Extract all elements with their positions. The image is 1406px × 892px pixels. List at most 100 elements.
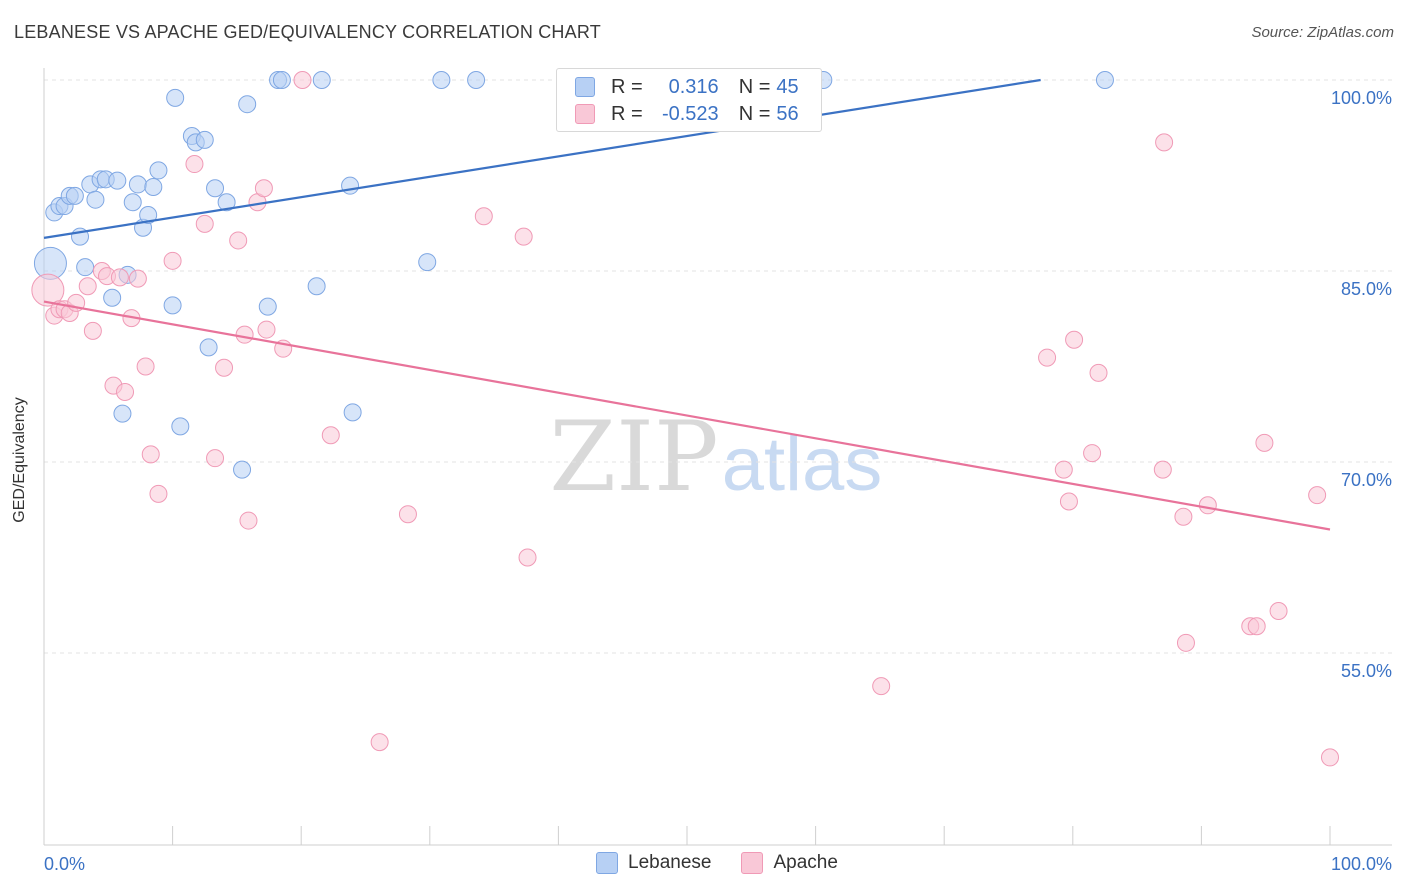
apache-legend-label: Apache [773, 852, 838, 873]
apache-point [1083, 444, 1102, 463]
apache-point [1174, 507, 1193, 526]
lebanese-point [432, 71, 451, 89]
n-label: N = [738, 75, 771, 98]
apache-point [1176, 633, 1195, 652]
lebanese-point [171, 417, 190, 436]
apache-swatch [575, 104, 595, 124]
lebanese-point [86, 190, 105, 209]
n-value: 56 [776, 102, 799, 125]
apache-point [1059, 492, 1078, 511]
lebanese-point [103, 288, 122, 307]
lebanese-point [113, 404, 132, 423]
apache-legend-swatch [741, 852, 764, 874]
lebanese-point [238, 95, 257, 114]
apache-point [163, 251, 182, 270]
correlation-legend: R = 0.316 N = 45 R = -0.523 N = 56 [556, 68, 822, 132]
lebanese-point [108, 171, 127, 190]
source-label: Source: ZipAtlas.com [1251, 24, 1394, 41]
lebanese-point [272, 71, 291, 89]
lebanese-point [195, 130, 214, 149]
apache-point [1054, 460, 1073, 479]
series-legend: Lebanese Apache [596, 852, 868, 874]
lebanese-points [33, 71, 1114, 479]
apache-point [518, 548, 537, 567]
lebanese-point [139, 205, 158, 224]
apache-point [872, 677, 891, 696]
lebanese-point [467, 71, 486, 89]
apache-point [254, 179, 273, 198]
x-tick-label-min: 0.0% [44, 854, 85, 874]
apache-point [239, 511, 258, 530]
series-legend-apache[interactable]: Apache [741, 852, 838, 874]
axes [43, 68, 1392, 846]
lebanese-point [258, 297, 277, 316]
lebanese-point [65, 186, 84, 205]
apache-point [1269, 601, 1288, 620]
lebanese-point [128, 175, 147, 194]
apache-point [293, 71, 312, 89]
apache-point [195, 214, 214, 233]
apache-point [514, 227, 533, 246]
lebanese-point [307, 277, 326, 296]
apache-trend-line [43, 300, 1331, 531]
lebanese-legend-label: Lebanese [628, 852, 712, 873]
y-tick-label: 70.0% [1341, 470, 1392, 490]
series-legend-lebanese[interactable]: Lebanese [596, 852, 711, 874]
apache-point [321, 426, 340, 445]
apache-point [83, 321, 102, 340]
lebanese-point [217, 193, 236, 212]
lebanese-point [144, 177, 163, 196]
lebanese-point [76, 258, 95, 277]
watermark-zip: ZIP [549, 401, 718, 513]
legend-row-apache: R = -0.523 N = 56 [575, 101, 819, 127]
lebanese-point [123, 193, 142, 212]
lebanese-legend-swatch [596, 852, 618, 874]
lebanese-swatch [575, 77, 595, 97]
grid [44, 79, 1392, 654]
lebanese-point [312, 71, 331, 89]
apache-point [1198, 496, 1217, 515]
x-tick-label-max: 100.0% [1331, 854, 1392, 874]
apache-point [141, 445, 160, 464]
apache-points [31, 71, 1339, 767]
apache-point [257, 320, 276, 339]
apache-point [1247, 617, 1266, 636]
apache-point [1065, 330, 1084, 349]
legend-row-lebanese: R = 0.316 N = 45 [575, 74, 819, 100]
r-label: R = [611, 75, 643, 98]
apache-point [185, 155, 204, 174]
n-label: N = [738, 102, 771, 125]
y-tick-label: 100.0% [1331, 88, 1392, 108]
apache-point [1155, 133, 1174, 152]
lebanese-point [149, 161, 168, 180]
apache-point [229, 231, 248, 250]
lebanese-point [206, 179, 225, 198]
apache-point [370, 733, 389, 752]
apache-point [474, 207, 493, 226]
apache-point [1321, 748, 1339, 767]
lebanese-point [163, 296, 182, 315]
lebanese-point [343, 403, 362, 422]
apache-point [1089, 363, 1108, 382]
apache-point [116, 382, 135, 401]
apache-point [136, 357, 155, 376]
lebanese-point [418, 253, 437, 272]
trend-lines [43, 78, 1331, 531]
y-tick-label: 55.0% [1341, 661, 1392, 681]
r-label: R = [611, 102, 643, 125]
r-value: 0.316 [668, 75, 719, 98]
lebanese-point [341, 176, 360, 195]
apache-point [398, 505, 417, 524]
apache-point [128, 269, 147, 288]
lebanese-point [233, 460, 252, 479]
apache-point [235, 325, 254, 344]
lebanese-trend-line [43, 78, 1041, 239]
r-value: -0.523 [661, 102, 719, 125]
lebanese-point [199, 338, 218, 357]
chart-title: LEBANESE VS APACHE GED/EQUIVALENCY CORRE… [14, 22, 601, 42]
watermark-atlas: atlas [722, 422, 883, 507]
apache-point [1308, 486, 1327, 505]
apache-point [1153, 460, 1172, 479]
apache-point [78, 277, 97, 296]
apache-point [149, 484, 168, 503]
